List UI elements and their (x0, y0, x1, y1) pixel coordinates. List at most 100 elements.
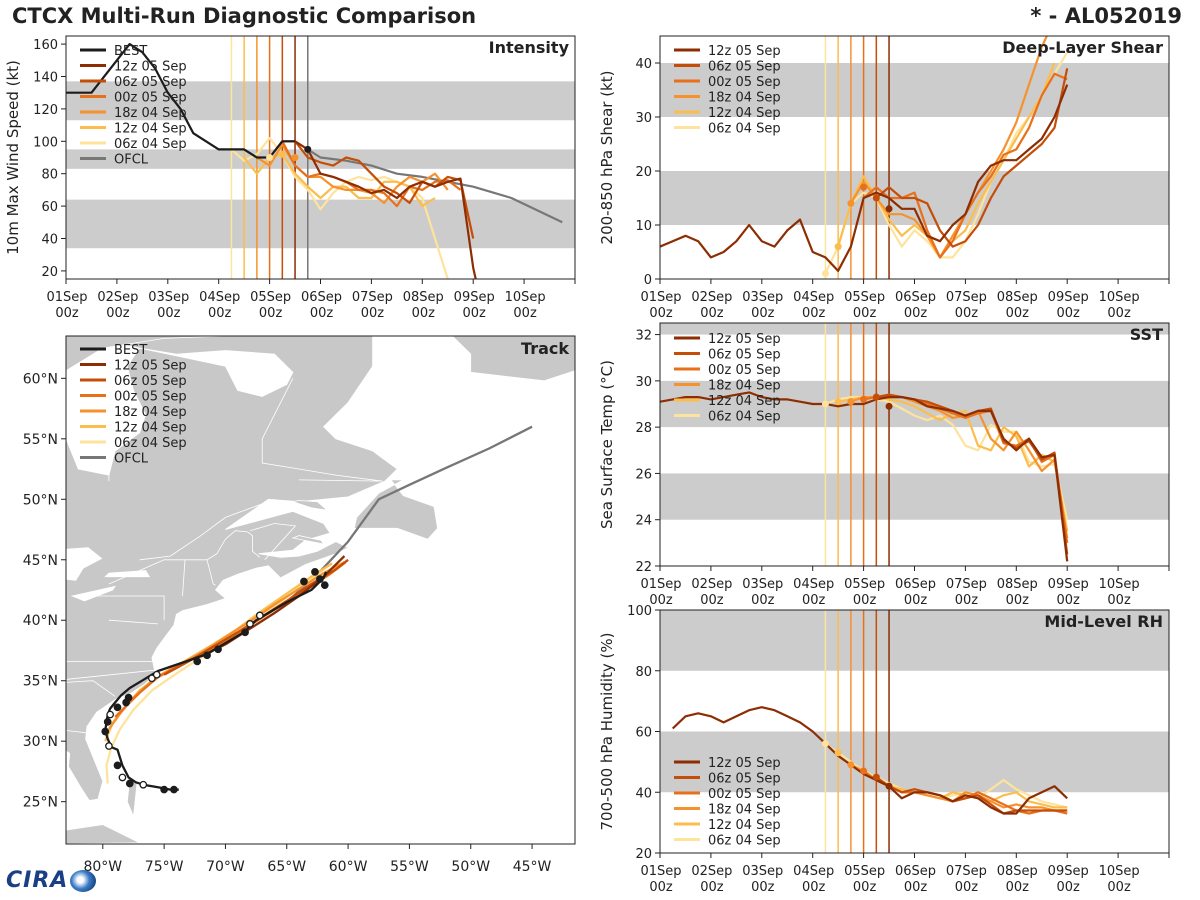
x-tick-label-day: 02Sep (691, 864, 732, 879)
shear-ylabel: 200-850 hPa Shear (kt) (598, 71, 616, 245)
best-track-point (113, 703, 122, 712)
y-tick-label: 80 (41, 168, 58, 183)
x-tick-label-hour: 00z (955, 880, 979, 895)
x-tick-label-hour: 00z (1107, 880, 1131, 895)
land-newfoundland (353, 479, 439, 540)
legend-label: 18z 04 Sep (114, 106, 187, 121)
legend-label: 00z 05 Sep (114, 91, 187, 106)
legend-label: 18z 04 Sep (708, 379, 781, 394)
best-track-point (124, 693, 133, 702)
init-marker (860, 767, 868, 775)
shaded-band-1 (660, 63, 1169, 117)
y-tick-label: 120 (33, 103, 58, 118)
x-tick-label-hour: 00z (513, 306, 537, 321)
x-tick-label-hour: 00z (1006, 593, 1030, 608)
x-tick-label-hour: 00z (1107, 593, 1131, 608)
border-qc-labrador (261, 378, 383, 482)
x-tick-label-day: 09Sep (454, 290, 495, 305)
x-tick-label-hour: 00z (649, 593, 673, 608)
lake-huron (66, 547, 103, 581)
x-tick-label-day: 05Sep (844, 864, 885, 879)
shaded-band-2 (660, 323, 1169, 335)
best-track-point (255, 611, 264, 620)
x-tick-label-day: 01Sep (640, 577, 681, 592)
best-track-point (160, 785, 168, 794)
x-tick-label-day: 03Sep (148, 290, 189, 305)
shaded-band-1 (660, 610, 1169, 671)
lon-tick-label: 80°W (83, 859, 122, 875)
legend-label: 06z 04 Sep (708, 122, 781, 137)
legend-label: 12z 04 Sep (708, 394, 781, 409)
legend-label: 12z 05 Sep (708, 756, 781, 771)
y-tick-label: 30 (635, 375, 652, 390)
legend-label: 12z 04 Sep (114, 421, 187, 436)
x-tick-label-hour: 00z (208, 306, 232, 321)
cira-logo: CIRA (6, 868, 97, 893)
x-tick-label-day: 01Sep (46, 290, 87, 305)
logo-swirl-icon (70, 870, 97, 892)
legend-label: 06z 04 Sep (708, 834, 781, 849)
border-nh (206, 559, 216, 586)
x-tick-label-hour: 00z (361, 306, 385, 321)
legend-label: OFCL (114, 153, 149, 168)
legend-label: 06z 04 Sep (708, 410, 781, 425)
legend-label: BEST (114, 44, 147, 59)
best-track-point (113, 761, 122, 770)
y-tick-label: 24 (635, 514, 652, 529)
shaded-band-2 (66, 81, 575, 121)
init-marker (847, 398, 855, 406)
x-tick-label-hour: 00z (649, 306, 673, 321)
x-tick-label-day: 01Sep (640, 290, 681, 305)
x-tick-label-hour: 00z (751, 593, 775, 608)
x-tick-label-hour: 00z (1057, 593, 1081, 608)
x-tick-label-hour: 00z (955, 593, 979, 608)
x-tick-label-day: 09Sep (1048, 290, 1089, 305)
best-track-point (148, 674, 156, 683)
x-tick-label-hour: 00z (700, 593, 724, 608)
legend-label: 06z 05 Sep (708, 60, 781, 75)
lat-tick-label: 45°N (23, 553, 58, 569)
legend-label: 06z 04 Sep (114, 137, 187, 152)
x-tick-label-day: 09Sep (1048, 577, 1089, 592)
lake-erie (70, 585, 117, 602)
rh-ylabel: 700-500 hPa Humidity (%) (598, 632, 616, 830)
legend-label: 06z 05 Sep (708, 348, 781, 363)
border-mason-dixon (108, 619, 159, 625)
series-line-12z-05-sep (660, 391, 1069, 562)
lat-tick-label: 60°N (23, 371, 58, 387)
land-cuba (66, 824, 140, 844)
lat-tick-label: 55°N (23, 432, 58, 448)
best-track-point (103, 717, 112, 726)
x-tick-label-hour: 00z (904, 593, 928, 608)
x-tick-label-hour: 00z (853, 593, 877, 608)
best-track-point (193, 657, 202, 666)
best-track-point (246, 620, 254, 628)
y-tick-label: 100 (627, 604, 652, 619)
best-track-point (152, 670, 161, 679)
rh-panel: 2040608010001Sep00z02Sep00z03Sep00z04Sep… (598, 604, 1170, 895)
border-nb-qc (249, 523, 297, 561)
lat-tick-label: 35°N (23, 674, 58, 690)
x-tick-label-hour: 00z (463, 306, 487, 321)
lon-tick-label: 75°W (145, 859, 184, 875)
init-marker (860, 183, 868, 191)
x-tick-label-day: 06Sep (895, 577, 936, 592)
init-marker (872, 194, 880, 202)
lat-tick-label: 25°N (23, 795, 58, 811)
legend-label: 18z 04 Sep (114, 405, 187, 420)
y-tick-label: 80 (635, 665, 652, 680)
lon-tick-label: 50°W (451, 859, 490, 875)
x-tick-label-hour: 00z (802, 593, 826, 608)
x-tick-label-day: 02Sep (691, 290, 732, 305)
border-nc-va (66, 669, 159, 680)
sst-ylabel: Sea Surface Temp (°C) (598, 360, 616, 529)
border-ny-vt (182, 559, 186, 597)
x-tick-label-hour: 00z (412, 306, 436, 321)
legend-label: 12z 05 Sep (114, 359, 187, 374)
shear-title: Deep-Layer Shear (1002, 38, 1163, 57)
track-panel: 80°W 75°W 70°W 65°W 60°W 55°W 50°W 45°W 25°N 30°N… (23, 335, 576, 875)
series-line-ofcl (307, 148, 563, 224)
init-marker (872, 773, 880, 781)
x-tick-label-hour: 00z (700, 880, 724, 895)
legend-label: 12z 05 Sep (114, 60, 187, 75)
